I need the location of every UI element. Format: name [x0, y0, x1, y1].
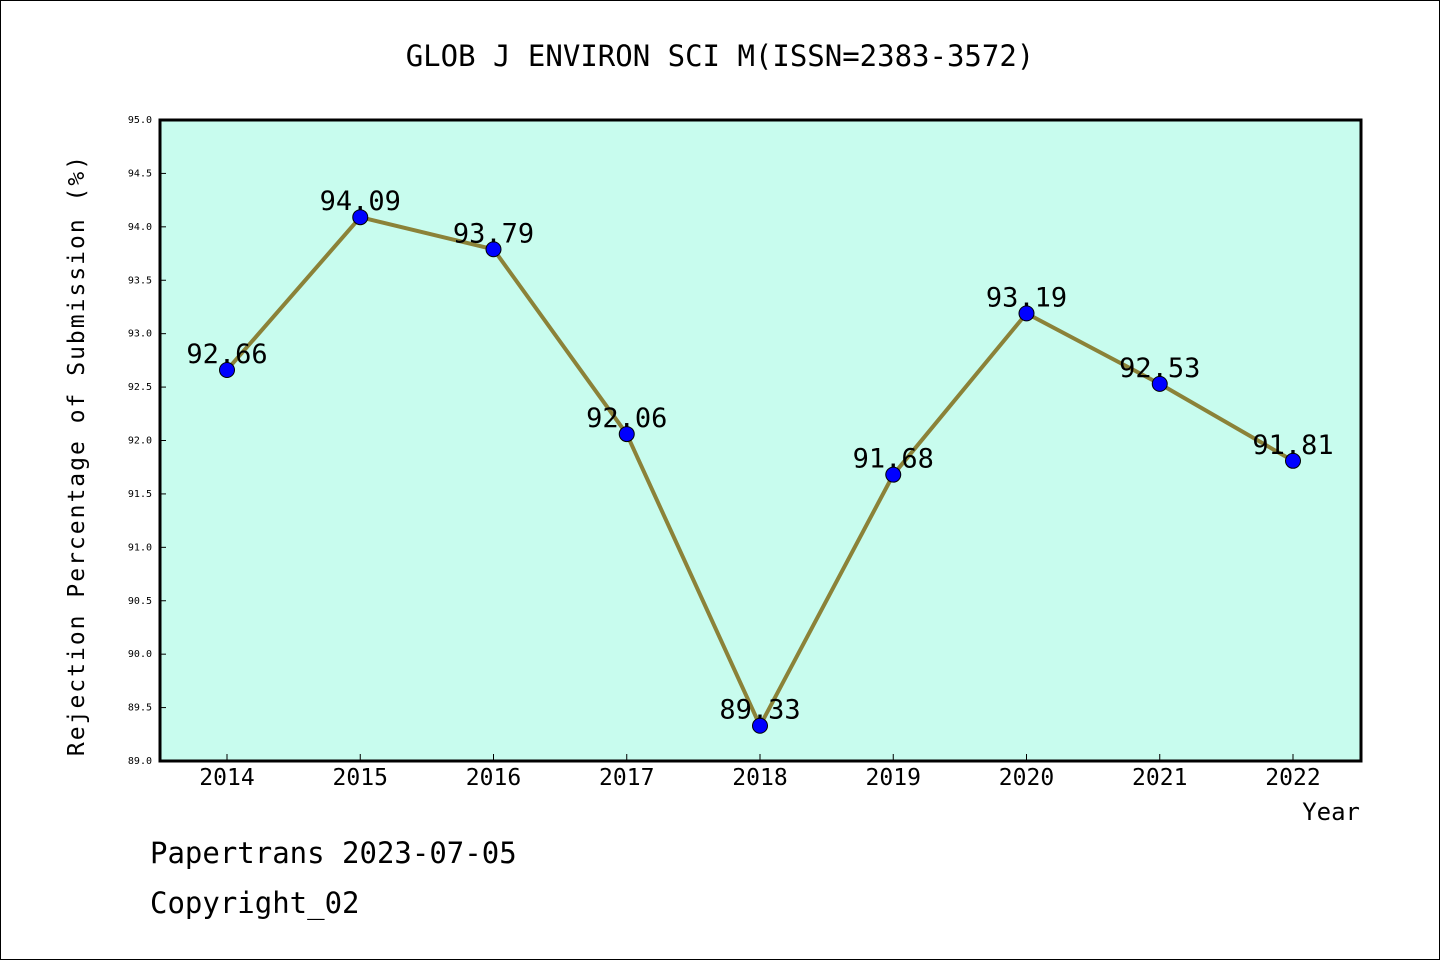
data-point — [618, 426, 635, 443]
y-tick-label: 94.5 — [128, 168, 152, 179]
data-point — [752, 717, 768, 734]
y-axis-label: Rejection Percentage of Submission (%) — [64, 154, 90, 756]
x-tick-label: 2017 — [599, 765, 654, 791]
y-tick-label: 92.5 — [128, 382, 152, 393]
data-label: 91.81 — [1252, 430, 1333, 461]
y-tick-label: 90.0 — [128, 649, 152, 660]
y-tick-label: 89.0 — [128, 756, 152, 767]
data-points — [219, 209, 1301, 734]
data-point — [1018, 305, 1035, 322]
x-tick-label: 2021 — [1132, 765, 1187, 791]
y-tick-label: 91.0 — [128, 542, 152, 553]
footer-copyright: Copyright_02 — [150, 886, 360, 920]
plot-area — [158, 118, 1363, 763]
data-label: 92.06 — [586, 403, 667, 434]
chart-title: GLOB J ENVIRON SCI M(ISSN=2383-3572) — [406, 39, 1035, 73]
x-axis: 2014 2015 2016 2017 2018 2019 2020 2021 2022 — [199, 754, 1321, 791]
data-label: 92.66 — [186, 339, 267, 370]
x-tick-label: 2014 — [199, 765, 254, 791]
data-point — [219, 361, 235, 378]
data-label: 93.79 — [453, 218, 534, 249]
data-point — [352, 209, 369, 226]
x-tick-label: 2019 — [866, 765, 921, 791]
data-point — [885, 466, 902, 483]
y-axis: 89.0 89.5 90.0 90.5 91.0 91.5 92.0 92.5 93.0 93.5… — [128, 115, 166, 767]
data-label: 94.09 — [320, 186, 401, 217]
x-tick-label: 2016 — [466, 765, 521, 791]
x-tick-label: 2022 — [1265, 765, 1320, 791]
y-tick-label: 92.0 — [128, 436, 152, 447]
data-label: 92.53 — [1119, 353, 1200, 384]
y-tick-label: 89.5 — [128, 703, 152, 714]
y-tick-label: 91.5 — [128, 489, 152, 500]
y-tick-label: 93.5 — [128, 275, 152, 286]
y-tick-label: 95.0 — [128, 115, 152, 126]
data-labels: 92.66 94.09 93.79 92.06 89.33 91.68 93.19 92.53… — [186, 186, 1333, 726]
data-point — [1285, 452, 1301, 469]
x-axis-label: Year — [1302, 798, 1360, 826]
x-tick-label: 2020 — [999, 765, 1054, 791]
data-point — [485, 241, 502, 258]
data-label: 89.33 — [719, 695, 800, 726]
y-tick-label: 93.0 — [128, 329, 152, 340]
data-label: 93.19 — [986, 282, 1067, 313]
y-tick-label: 94.0 — [128, 222, 152, 233]
data-label: 91.68 — [853, 444, 934, 475]
x-tick-label: 2015 — [333, 765, 388, 791]
y-tick-label: 90.5 — [128, 596, 152, 607]
footer-date: Papertrans 2023-07-05 — [150, 836, 517, 870]
x-tick-label: 2018 — [732, 765, 787, 791]
data-point — [1151, 375, 1168, 392]
